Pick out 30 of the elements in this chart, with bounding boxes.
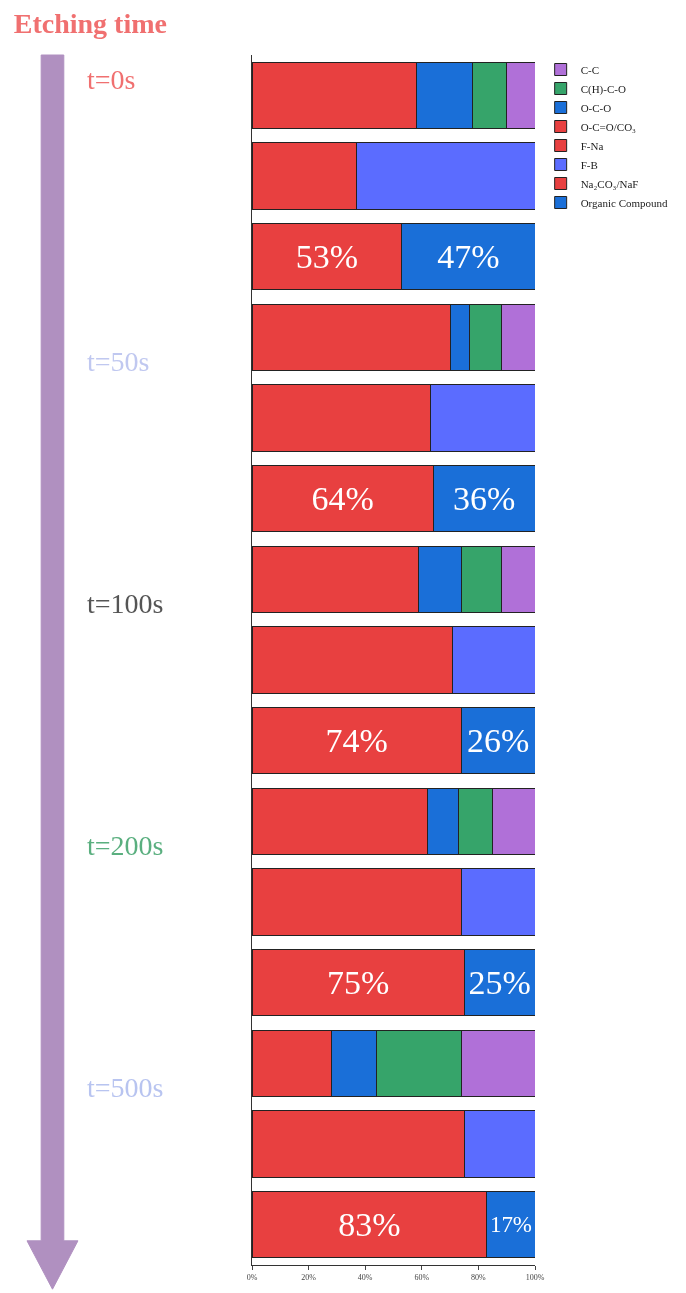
data-label: 36% [452, 480, 516, 518]
text: t=200s [87, 830, 164, 861]
data-label: 83% [338, 1206, 401, 1244]
legend-label: F-Na [580, 139, 604, 152]
x-tick-label: 100% [525, 1272, 545, 1282]
legend-label: F-B [580, 158, 598, 171]
x-tick-label: 60% [414, 1272, 430, 1282]
text: t=100s [87, 588, 164, 619]
legend-label: C(H)-C-O [580, 82, 626, 96]
legend-label: Organic Compound [580, 196, 669, 209]
x-tick-label: 20% [301, 1272, 317, 1282]
legend-label: Na₂CO₃/NaF [580, 177, 639, 190]
data-label: 17% [489, 1212, 532, 1238]
data-label: 75% [326, 964, 390, 1002]
legend-label: O-C=O/CO₃ [580, 120, 637, 133]
x-tick-label: 40% [357, 1272, 373, 1282]
data-label: 74% [325, 722, 388, 760]
data-label: 53% [295, 238, 359, 276]
data-label: 25% [468, 964, 531, 1002]
text: t=50s [87, 346, 150, 377]
x-tick-label: 0% [246, 1272, 258, 1282]
chart-title: Etching time [13, 7, 167, 39]
data-label: 64% [311, 480, 374, 518]
data-label: 26% [467, 722, 530, 760]
data-label: 47% [437, 238, 500, 276]
legend-label: O-C-O [580, 101, 612, 114]
text: t=0s [87, 64, 136, 95]
text: t=500s [87, 1072, 164, 1103]
legend-label: C-C [580, 63, 599, 76]
x-tick-label: 80% [471, 1272, 487, 1282]
